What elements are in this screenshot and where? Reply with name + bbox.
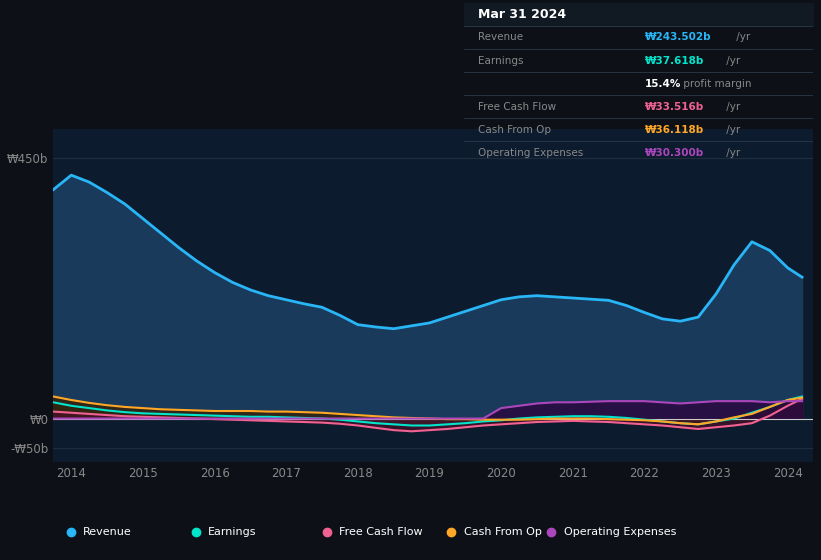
Text: /yr: /yr	[733, 32, 750, 43]
Text: ₩30.300b: ₩30.300b	[645, 148, 704, 158]
Text: /yr: /yr	[723, 55, 741, 66]
Text: /yr: /yr	[723, 125, 741, 135]
Text: Operating Expenses: Operating Expenses	[564, 527, 677, 537]
Text: /yr: /yr	[723, 148, 741, 158]
Text: Operating Expenses: Operating Expenses	[478, 148, 583, 158]
Text: Cash From Op: Cash From Op	[464, 527, 542, 537]
Text: Free Cash Flow: Free Cash Flow	[478, 102, 556, 112]
Text: Free Cash Flow: Free Cash Flow	[339, 527, 423, 537]
Text: ₩243.502b: ₩243.502b	[645, 32, 712, 43]
Text: ₩37.618b: ₩37.618b	[645, 55, 704, 66]
Text: Mar 31 2024: Mar 31 2024	[478, 8, 566, 21]
Text: Earnings: Earnings	[208, 527, 257, 537]
Text: Revenue: Revenue	[478, 32, 523, 43]
Text: profit margin: profit margin	[680, 78, 752, 88]
Text: Earnings: Earnings	[478, 55, 523, 66]
Text: 15.4%: 15.4%	[645, 78, 681, 88]
Text: /yr: /yr	[723, 102, 741, 112]
Text: ₩36.118b: ₩36.118b	[645, 125, 704, 135]
Bar	[464, 3, 813, 26]
Text: Cash From Op: Cash From Op	[478, 125, 551, 135]
Text: Revenue: Revenue	[83, 527, 132, 537]
Text: ₩33.516b: ₩33.516b	[645, 102, 704, 112]
